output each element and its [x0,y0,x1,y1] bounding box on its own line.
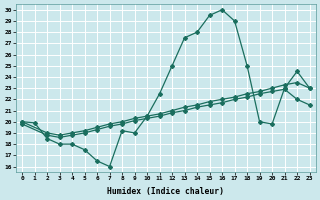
X-axis label: Humidex (Indice chaleur): Humidex (Indice chaleur) [107,187,224,196]
